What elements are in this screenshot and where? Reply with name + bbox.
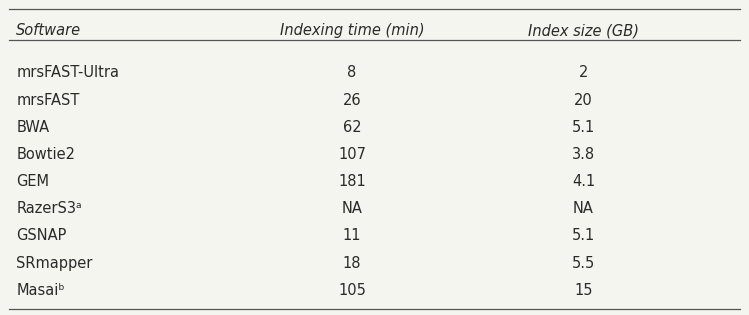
Text: SRmapper: SRmapper bbox=[16, 255, 93, 271]
Text: Indexing time (min): Indexing time (min) bbox=[280, 23, 425, 38]
Text: NA: NA bbox=[573, 201, 594, 216]
Text: 8: 8 bbox=[348, 66, 357, 80]
Text: RazerS3ᵃ: RazerS3ᵃ bbox=[16, 201, 82, 216]
Text: GEM: GEM bbox=[16, 174, 49, 189]
Text: 107: 107 bbox=[338, 147, 366, 162]
Text: mrsFAST-Ultra: mrsFAST-Ultra bbox=[16, 66, 119, 80]
Text: 20: 20 bbox=[574, 93, 592, 107]
Text: GSNAP: GSNAP bbox=[16, 228, 67, 243]
Text: 5.5: 5.5 bbox=[571, 255, 595, 271]
Text: BWA: BWA bbox=[16, 120, 49, 135]
Text: mrsFAST: mrsFAST bbox=[16, 93, 79, 107]
Text: NA: NA bbox=[342, 201, 363, 216]
Text: 105: 105 bbox=[339, 283, 366, 298]
Text: 4.1: 4.1 bbox=[571, 174, 595, 189]
Text: 5.1: 5.1 bbox=[571, 228, 595, 243]
Text: 3.8: 3.8 bbox=[572, 147, 595, 162]
Text: 181: 181 bbox=[339, 174, 366, 189]
Text: 18: 18 bbox=[343, 255, 361, 271]
Text: 62: 62 bbox=[343, 120, 362, 135]
Text: Bowtie2: Bowtie2 bbox=[16, 147, 76, 162]
Text: 5.1: 5.1 bbox=[571, 120, 595, 135]
Text: 26: 26 bbox=[343, 93, 362, 107]
Text: 2: 2 bbox=[579, 66, 588, 80]
Text: 15: 15 bbox=[574, 283, 592, 298]
Text: 11: 11 bbox=[343, 228, 361, 243]
Text: Software: Software bbox=[16, 23, 82, 38]
Text: Masaiᵇ: Masaiᵇ bbox=[16, 283, 65, 298]
Text: Index size (GB): Index size (GB) bbox=[528, 23, 639, 38]
